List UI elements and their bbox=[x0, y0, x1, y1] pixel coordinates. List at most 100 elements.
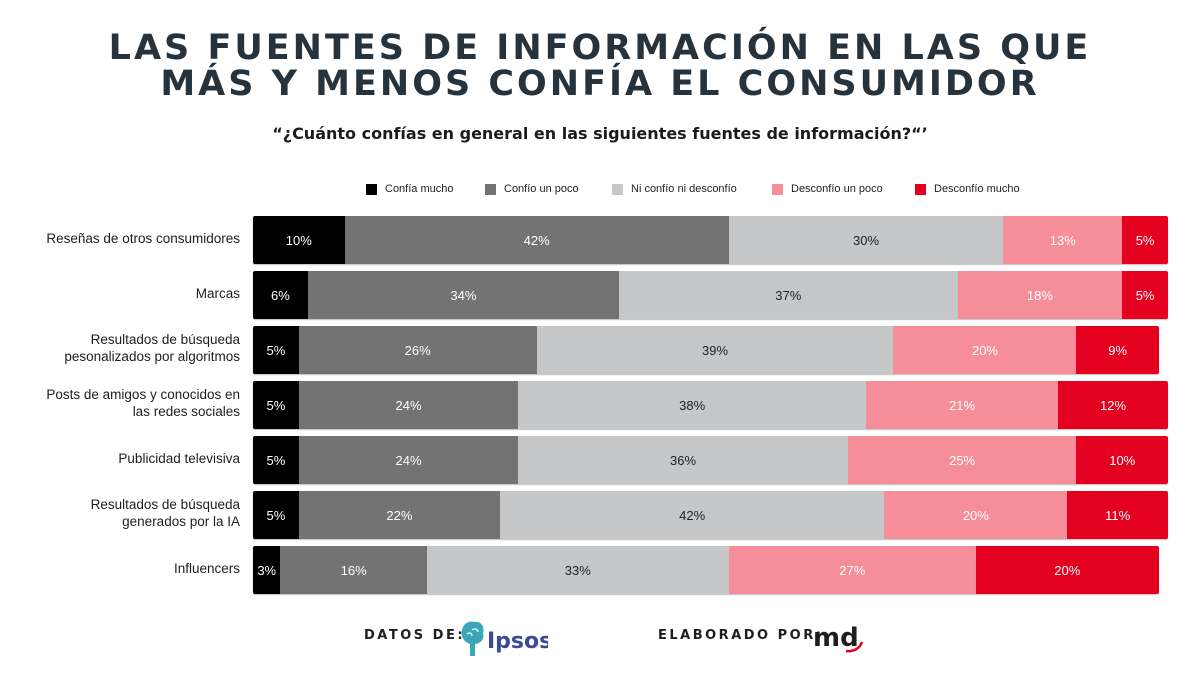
chart-legend: Confía mucho Confío un poco Ni confío ni d… bbox=[0, 183, 1200, 199]
legend-swatch bbox=[366, 183, 377, 195]
bar-segment: 26% bbox=[298, 326, 537, 374]
data-label: 42% bbox=[523, 232, 550, 248]
data-label: 21% bbox=[949, 397, 976, 413]
bar-segment: 13% bbox=[1003, 216, 1123, 264]
legend-label: Confío un poco bbox=[504, 183, 579, 195]
legend-label: Confía mucho bbox=[385, 183, 454, 195]
data-label: 20% bbox=[971, 342, 998, 358]
category-label: Publicidad televisiva bbox=[0, 450, 240, 467]
bar-segment: 18% bbox=[957, 271, 1123, 319]
bar-segment: 20% bbox=[884, 491, 1068, 539]
data-label: 6% bbox=[271, 287, 290, 303]
data-label: 24% bbox=[395, 452, 422, 468]
bar-segment: 5% bbox=[253, 491, 299, 539]
bar-segment: 5% bbox=[1122, 271, 1168, 319]
data-label: 5% bbox=[266, 452, 286, 468]
category-label-line: generados por la IA bbox=[122, 514, 240, 529]
data-label: 5% bbox=[1135, 287, 1155, 303]
legend-swatch bbox=[612, 183, 623, 195]
data-label: 5% bbox=[266, 507, 286, 523]
stacked-bar: 6% 34% 37% 18% 5% bbox=[253, 271, 1168, 319]
bar-segment: 16% bbox=[280, 546, 427, 594]
data-label: 20% bbox=[962, 507, 989, 523]
data-label: 24% bbox=[395, 397, 422, 413]
category-label-line: Posts de amigos y conocidos en bbox=[46, 387, 240, 402]
data-label: 18% bbox=[1026, 287, 1053, 303]
legend-label: Ni confío ni desconfío bbox=[631, 183, 737, 195]
data-label: 10% bbox=[285, 232, 312, 248]
data-label: 5% bbox=[266, 342, 286, 358]
legend-item: Ni confío ni desconfío bbox=[612, 183, 737, 195]
bar-segment: 9% bbox=[1076, 326, 1159, 374]
bar-segment: 25% bbox=[847, 436, 1077, 484]
data-label: 12% bbox=[1100, 397, 1127, 413]
ipsos-logo: Ipsos bbox=[461, 621, 548, 656]
author-label: ELABORADO POR: bbox=[658, 628, 824, 643]
data-label: 5% bbox=[266, 397, 286, 413]
legend-item: Confío un poco bbox=[485, 183, 579, 195]
data-label: 38% bbox=[679, 397, 706, 413]
data-label: 11% bbox=[1105, 507, 1131, 523]
legend-swatch bbox=[915, 183, 926, 195]
bar-segment: 10% bbox=[253, 216, 345, 264]
legend-label: Desconfío mucho bbox=[934, 183, 1020, 195]
stacked-bar: 10% 42% 30% 13% 5% bbox=[253, 216, 1168, 264]
data-label: 33% bbox=[564, 562, 591, 578]
data-label: 20% bbox=[1054, 562, 1081, 578]
bar-segment: 24% bbox=[298, 436, 519, 484]
bar-segment: 20% bbox=[893, 326, 1077, 374]
stacked-bar: 5% 24% 38% 21% 12% bbox=[253, 381, 1168, 429]
category-label: Influencers bbox=[0, 560, 240, 577]
ipsos-tree-icon bbox=[461, 621, 484, 656]
data-label: 42% bbox=[679, 507, 706, 523]
bar-segment: 24% bbox=[298, 381, 519, 429]
bar-segment: 20% bbox=[975, 546, 1159, 594]
data-label: 27% bbox=[839, 562, 866, 578]
data-label: 22% bbox=[386, 507, 413, 523]
category-label: Posts de amigos y conocidos en las redes … bbox=[0, 386, 240, 420]
bar-segment: 42% bbox=[344, 216, 729, 264]
stacked-bar: 5% 22% 42% 20% 11% bbox=[253, 491, 1168, 539]
category-label-line: Reseñas de otros consumidores bbox=[46, 230, 240, 246]
legend-item: Confía mucho bbox=[366, 183, 453, 195]
legend-swatch bbox=[772, 183, 783, 195]
category-label-line: Resultados de búsqueda bbox=[90, 497, 240, 512]
bar-segment: 12% bbox=[1058, 381, 1168, 429]
data-label: 37% bbox=[775, 287, 802, 303]
data-label: 9% bbox=[1108, 342, 1128, 358]
data-label: 13% bbox=[1049, 232, 1076, 248]
bar-segment: 21% bbox=[866, 381, 1059, 429]
chart-title-line-2: más y menos confía el consumidor bbox=[160, 64, 1040, 104]
bar-segment: 36% bbox=[518, 436, 848, 484]
bar-segment: 38% bbox=[518, 381, 867, 429]
data-label: 30% bbox=[853, 232, 880, 248]
bar-segment: 5% bbox=[253, 326, 299, 374]
data-label: 16% bbox=[340, 562, 367, 578]
data-label: 5% bbox=[1135, 232, 1155, 248]
category-label: Marcas bbox=[0, 285, 240, 302]
md-logo-text: md bbox=[813, 623, 859, 653]
stacked-bar: 5% 24% 36% 25% 10% bbox=[253, 436, 1168, 484]
data-label: 3% bbox=[257, 562, 277, 578]
bar-segment: 33% bbox=[426, 546, 729, 594]
bar-segment: 10% bbox=[1076, 436, 1168, 484]
ipsos-logo-text: Ipsos bbox=[487, 629, 548, 654]
data-source-label: DATOS DE: bbox=[364, 628, 466, 643]
bar-segment: 30% bbox=[728, 216, 1004, 264]
bar-segment: 3% bbox=[253, 546, 281, 594]
chart-title: Las fuentes de información en las que má… bbox=[0, 30, 1200, 102]
bar-segment: 11% bbox=[1067, 491, 1168, 539]
category-label-line: Resultados de búsqueda bbox=[90, 332, 240, 347]
category-label-line: pesonalizados por algoritmos bbox=[64, 349, 240, 364]
md-logo: md bbox=[813, 623, 864, 653]
bar-segment: 6% bbox=[253, 271, 308, 319]
bar-segment: 5% bbox=[253, 436, 299, 484]
data-label: 26% bbox=[404, 342, 431, 358]
category-label-line: Publicidad televisiva bbox=[118, 450, 240, 466]
md-logo-swoosh bbox=[845, 641, 864, 653]
bar-segment: 27% bbox=[728, 546, 976, 594]
stacked-bar: 3% 16% 33% 27% 20% bbox=[253, 546, 1159, 594]
category-label: Resultados de búsqueda generados por la I… bbox=[0, 496, 240, 530]
category-label-line: Influencers bbox=[173, 560, 240, 576]
